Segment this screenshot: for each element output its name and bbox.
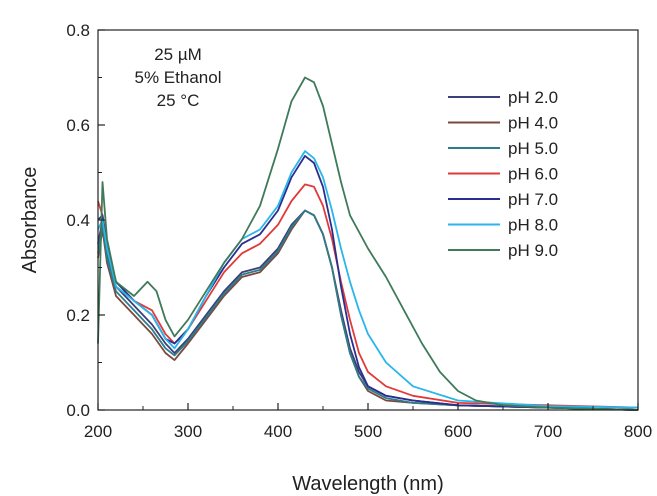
axes: 200 300 400 500 600 700 800 0.0 0.2 0.4 0.6 0.8 Wave… — [19, 21, 652, 495]
legend-label: pH 4.0 — [508, 114, 558, 133]
x-tick-label: 700 — [534, 422, 562, 441]
legend-label: pH 5.0 — [508, 139, 558, 158]
legend-label: pH 9.0 — [508, 241, 558, 260]
x-tick-label: 400 — [264, 422, 292, 441]
y-tick-label: 0.2 — [66, 306, 90, 325]
legend-label: pH 2.0 — [508, 88, 558, 107]
y-tick-label: 0.8 — [66, 21, 90, 40]
y-tick-label: 0.6 — [66, 116, 90, 135]
x-tick-label: 200 — [84, 422, 112, 441]
plot-area — [97, 76, 639, 411]
y-tick-label: 0.0 — [66, 401, 90, 420]
x-tick-label: 500 — [354, 422, 382, 441]
annotation-block: 25 µM 5% Ethanol 25 °C — [135, 45, 222, 110]
legend-label: pH 6.0 — [508, 165, 558, 184]
legend: pH 2.0 pH 4.0 pH 5.0 pH 6.0 pH 7.0 pH 8.0 pH 9… — [448, 88, 558, 260]
x-tick-label: 300 — [174, 422, 202, 441]
x-tick-label: 800 — [624, 422, 652, 441]
annotation-line: 25 °C — [157, 91, 200, 110]
annotation-line: 25 µM — [154, 45, 202, 64]
x-tick-label: 600 — [444, 422, 472, 441]
series-line-ph-4-0 — [97, 209, 639, 411]
series-line-ph-5-0 — [97, 209, 639, 411]
series-line-ph-6-0 — [97, 183, 639, 409]
y-tick-label: 0.4 — [66, 211, 90, 230]
series-line-ph-8-0 — [97, 150, 639, 409]
legend-label: pH 8.0 — [508, 216, 558, 235]
y-axis-title: Absorbance — [19, 167, 41, 274]
series-line-ph-9-0 — [97, 76, 639, 411]
x-axis-title: Wavelength (nm) — [292, 473, 444, 495]
legend-label: pH 7.0 — [508, 190, 558, 209]
annotation-line: 5% Ethanol — [135, 68, 222, 87]
